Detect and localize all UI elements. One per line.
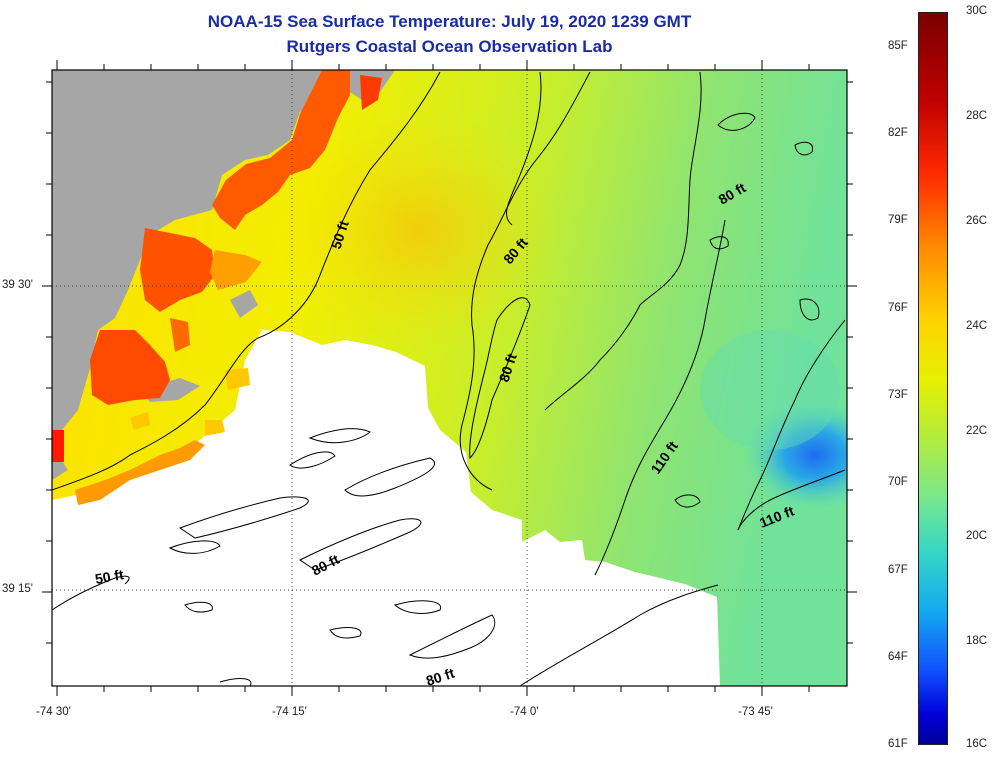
colorbar-celsius-label: 18C (966, 635, 988, 647)
colorbar-fahrenheit-label: 85F (888, 40, 908, 52)
colorbar-celsius-label: 24C (966, 320, 988, 332)
latitude-label: 39 30' (2, 279, 33, 291)
colorbar-fahrenheit-label: 67F (888, 564, 908, 576)
no-data-region (52, 330, 720, 686)
contour-label: 50 ft (94, 566, 125, 587)
colorbar-fahrenheit-label: 82F (888, 127, 908, 139)
axis-ticks (42, 60, 857, 696)
longitude-label: -73 45' (738, 706, 773, 718)
longitude-label: -74 15' (272, 706, 307, 718)
colorbar-fahrenheit-label: 61F (888, 738, 908, 750)
temperature-colorbar (918, 12, 948, 745)
colorbar-fahrenheit-label: 79F (888, 214, 908, 226)
map-subtitle: Rutgers Coastal Ocean Observation Lab (286, 37, 613, 56)
colorbar-fahrenheit-label: 64F (888, 651, 908, 663)
colorbar-celsius-label: 16C (966, 738, 988, 750)
longitude-label: -74 0' (510, 706, 539, 718)
map-title: NOAA-15 Sea Surface Temperature: July 19… (207, 12, 692, 31)
colorbar-celsius-label: 30C (966, 5, 988, 17)
colorbar-celsius-label: 22C (966, 425, 988, 437)
colorbar-celsius-label: 28C (966, 110, 988, 122)
map-gridlines (52, 70, 847, 686)
longitude-label: -74 30' (36, 706, 71, 718)
bathymetry-contours (52, 71, 846, 686)
colorbar-fahrenheit-label: 76F (888, 302, 908, 314)
colorbar-fahrenheit-label: 73F (888, 389, 908, 401)
colorbar-fahrenheit-label: 70F (888, 476, 908, 488)
colorbar-celsius-label: 20C (966, 530, 988, 542)
land-area (52, 70, 322, 432)
latitude-label: 39 15' (2, 583, 33, 595)
cold-water-patch (745, 400, 847, 510)
map-frame (51, 69, 848, 687)
warm-coastal-water (52, 70, 382, 505)
colorbar-celsius-label: 26C (966, 215, 988, 227)
